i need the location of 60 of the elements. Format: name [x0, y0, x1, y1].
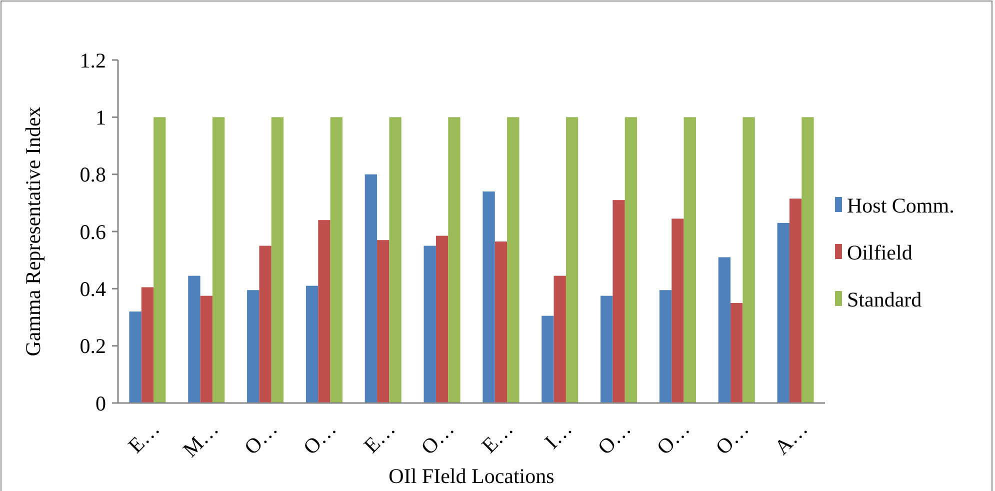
bar: [482, 191, 495, 403]
y-tick-label: 0: [96, 391, 106, 416]
bar: [542, 316, 554, 403]
x-tick-label: M…: [178, 416, 224, 462]
x-tick-label: O…: [298, 416, 341, 460]
y-axis-title: Gamma Representative Index: [21, 106, 45, 356]
bar: [330, 117, 342, 403]
legend-label: Standard: [847, 287, 922, 312]
x-tick-label: O…: [592, 416, 636, 460]
bar: [802, 117, 814, 403]
x-tick-label: A…: [770, 416, 812, 460]
bar: [212, 117, 225, 403]
bar: [659, 290, 672, 403]
x-tick-label: I…: [540, 416, 577, 454]
y-tick-label: 1: [96, 106, 106, 130]
bar: [271, 117, 284, 403]
x-axis-title: OIl FIeld Locations: [388, 464, 554, 488]
bar: [448, 117, 460, 403]
bar: [141, 287, 154, 403]
x-tick-label: O…: [710, 416, 754, 460]
bar: [188, 276, 200, 403]
bar: [566, 117, 578, 403]
bar: [612, 200, 625, 403]
bar: [318, 220, 330, 403]
x-tick-label: O…: [416, 416, 459, 460]
bar: [742, 117, 755, 403]
bar: [600, 296, 613, 403]
bar: [129, 312, 142, 403]
x-tick-label: E…: [358, 416, 400, 458]
y-tick-label: 1.2: [80, 48, 106, 72]
bar: [247, 290, 260, 403]
bar: [554, 276, 566, 403]
bar: [624, 117, 638, 403]
bar: [436, 236, 448, 403]
bar: [364, 174, 378, 403]
bar: [718, 257, 731, 403]
legend-label: Host Comm.: [847, 193, 954, 218]
bar: [789, 198, 802, 403]
x-tick-label: O…: [239, 416, 282, 460]
bar: [684, 117, 696, 403]
x-tick-label: E…: [123, 416, 164, 458]
bar: [494, 242, 508, 403]
bar: [377, 240, 390, 403]
x-tick-label: E…: [476, 416, 518, 458]
bar: [672, 218, 684, 403]
bar: [730, 302, 743, 403]
bar: [259, 246, 272, 403]
y-tick-label: 0.4: [80, 277, 106, 302]
legend-label: Oilfield: [847, 240, 913, 264]
bar: [200, 296, 212, 403]
bar: [424, 246, 436, 403]
bar: [306, 286, 318, 403]
y-tick-label: 0.8: [80, 162, 106, 187]
bar: [507, 117, 520, 403]
y-tick-label: 0.2: [80, 334, 106, 358]
bar: [389, 117, 402, 403]
bar: [777, 222, 790, 403]
x-tick-label: O…: [652, 416, 694, 460]
bar: [154, 117, 166, 403]
y-tick-label: 0.6: [80, 220, 106, 244]
